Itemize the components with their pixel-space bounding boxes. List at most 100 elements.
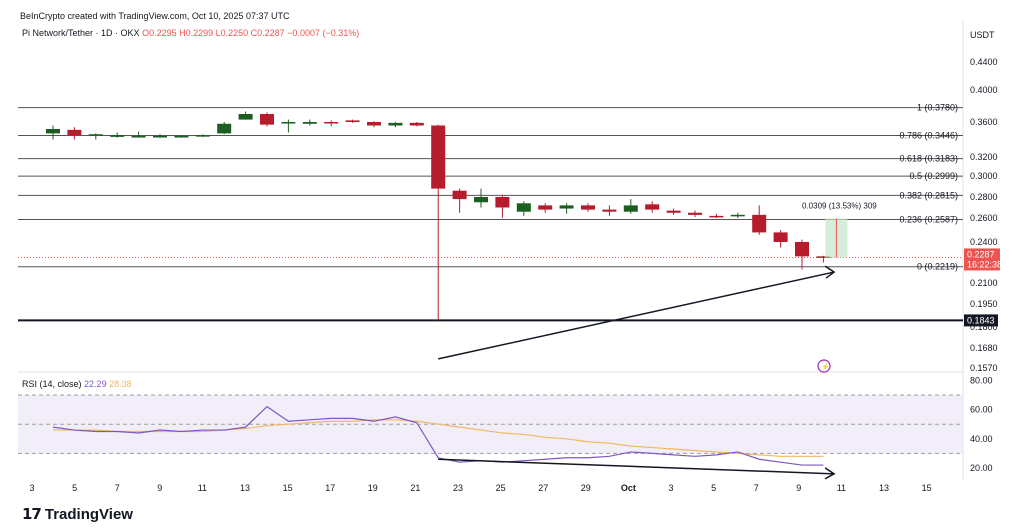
candle-body [495,197,510,208]
x-tick-label: 3 [29,483,34,493]
candle-body [217,123,232,134]
ohlc-values: O0.2295 H0.2299 L0.2250 C0.2287 −0.0007 … [142,28,360,38]
measure-label: 0.0309 (13.53%) 309 [802,201,877,210]
candle-body [666,210,681,213]
symbol-name[interactable]: Pi Network/Tether · 1D · OKX [22,28,140,38]
candle-body [559,205,574,209]
x-tick-label: 5 [711,483,716,493]
price-trendline-arrowhead [824,265,836,279]
candle-body [238,114,253,120]
candle-body [281,122,296,124]
rsi-trendline-arrowhead [824,467,836,480]
rsi-value: 22.29 [84,379,107,389]
x-tick-label: 5 [72,483,77,493]
candle-body [324,122,339,124]
x-tick-label: 17 [325,483,335,493]
fib-level-label: 1 (0.3780) [917,103,958,113]
current-price-tag [964,248,1000,271]
price-tick-label: 0.3000 [970,171,998,181]
price-trendline [438,271,835,360]
rsi-ma-value: 28.38 [109,379,132,389]
price-tick-label: 0.4000 [970,85,998,95]
candle-body [88,134,103,136]
price-tick-label: 0.1570 [970,363,998,373]
fib-level-label: 0.786 (0.3446) [899,130,958,140]
candle-body [367,122,381,126]
lightning-glyph: ⚡ [821,362,830,371]
x-tick-label: 19 [368,483,378,493]
candle-body [388,122,403,126]
x-tick-label: 27 [538,483,548,493]
x-tick-label: 25 [496,483,506,493]
candle-body [153,136,167,138]
price-tick-label: 0.3600 [970,117,998,127]
price-tick-label: 0.1680 [970,343,998,353]
rsi-line [52,405,824,466]
x-tick-label: Oct [621,483,636,493]
price-tick-label: 0.2400 [970,237,998,247]
candle-body [816,256,831,258]
candle-body [302,122,317,124]
price-tick-label: 0.2800 [970,192,998,202]
candle-body [688,212,702,215]
candle-body [730,214,745,217]
candle-body [174,136,189,138]
x-tick-label: 11 [198,483,207,493]
rsi-label[interactable]: RSI (14, close) [22,379,82,389]
fib-level-label: 0.5 (0.2999) [909,171,958,181]
candle-body [602,209,617,212]
x-tick-label: 9 [796,483,801,493]
candle-body [538,205,553,210]
x-tick-label: 15 [283,483,293,493]
price-tick-label: 0.3200 [970,152,998,162]
candle-body [709,215,724,218]
price-tick-label: 0.1950 [970,299,998,309]
candle-body [110,135,125,137]
rsi-tick-label: 40.00 [970,434,993,444]
price-tick-label: 0.2100 [970,278,998,288]
brand-name: TradingView [44,505,133,523]
fib-level-label: 0.618 (0.3183) [899,154,958,164]
fib-level-label: 0 (0.2219) [917,262,958,272]
rsi-trendline [438,458,835,475]
x-tick-label: 15 [922,483,932,493]
candle-body [431,125,446,189]
rsi-tick-label: 60.00 [970,405,993,415]
candle-body [581,205,595,210]
candle-timer: 16:22:38 [967,259,1002,269]
fib-level-label: 0.382 (0.2815) [899,190,958,200]
current-price-label: 0.2287 [967,249,995,259]
candle-body [46,129,60,134]
candle-body [345,120,360,122]
candle-body [474,197,488,203]
candle-body [773,232,788,242]
price-axis-unit[interactable]: USDT [970,30,995,40]
candle-body [131,136,146,138]
header-credit: BeInCrypto created with TradingView.com,… [20,11,290,21]
candle-body [409,122,424,126]
candle-body [645,204,660,210]
footer-brand: 𝟭𝟳 TradingView [22,505,133,524]
candle-body [516,203,531,212]
x-tick-label: 11 [837,483,846,493]
tradingview-logo-icon: 𝟭𝟳 [22,506,42,523]
x-tick-label: 7 [115,483,120,493]
x-tick-label: 21 [410,483,420,493]
rsi-legend: RSI (14, close) 22.29 28.38 [22,379,132,389]
rsi-tick-label: 20.00 [970,463,993,473]
candle-body [452,190,467,200]
candle-body [195,135,210,137]
x-tick-label: 29 [581,483,591,493]
candle-body [752,214,767,233]
price-tick-label: 0.4400 [970,57,998,67]
lightning-icon [817,359,831,373]
candle-body [623,205,638,212]
support-price-label: 0.1843 [967,315,995,325]
x-tick-label: 23 [453,483,463,493]
price-tick-label: 0.2600 [970,213,998,223]
x-tick-label: 3 [668,483,673,493]
x-tick-label: 7 [754,483,759,493]
price-tick-label: 0.1800 [970,322,998,332]
fib-level-label: 0.236 (0.2587) [899,215,958,225]
